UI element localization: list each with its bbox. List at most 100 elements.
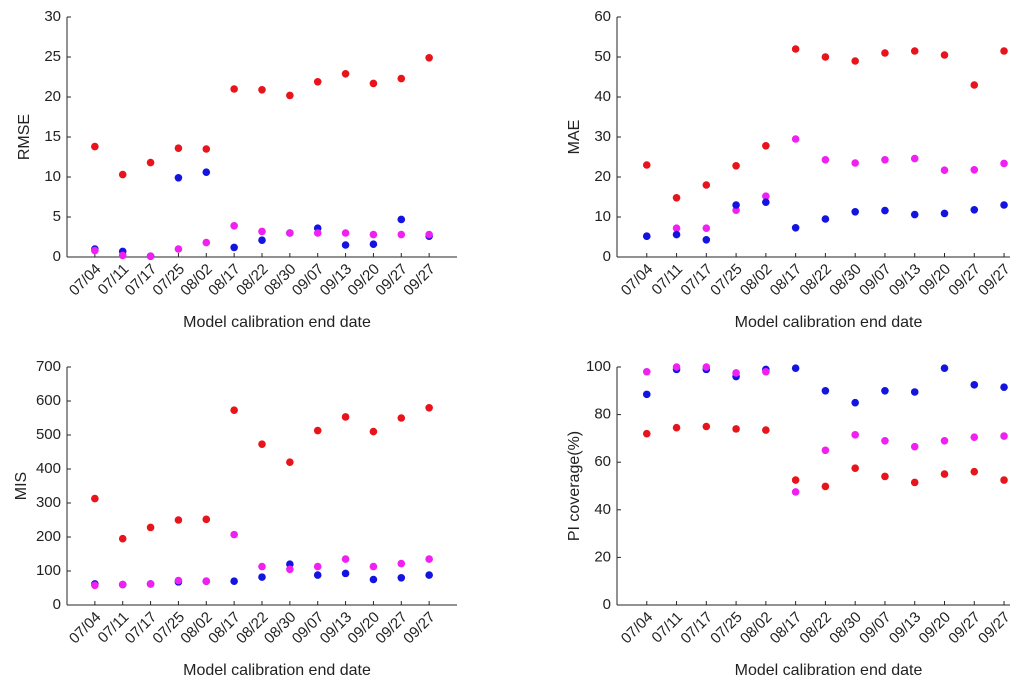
point: [397, 215, 406, 224]
x-axis-label: Model calibration end date: [735, 662, 923, 679]
x-tick-label: 07/17: [677, 261, 716, 300]
point: [91, 246, 99, 255]
point: [642, 161, 651, 169]
point: [369, 562, 378, 571]
point: [910, 210, 919, 219]
x-tick-label: 09/07: [856, 261, 895, 300]
point: [91, 494, 99, 503]
point: [791, 488, 800, 496]
point: [762, 367, 770, 376]
point: [702, 181, 711, 189]
point: [146, 580, 155, 588]
point: [1000, 47, 1008, 55]
x-axis-label: Model calibration end date: [183, 314, 371, 331]
point: [851, 208, 859, 216]
x-tick-label: 09/13: [886, 609, 925, 648]
point: [202, 238, 211, 247]
point: [821, 53, 830, 61]
point: [425, 230, 433, 239]
point: [286, 565, 294, 574]
x-tick-label: 09/27: [400, 609, 439, 648]
x-tick-label: 07/17: [677, 609, 716, 648]
point: [881, 387, 889, 395]
point: [313, 562, 322, 571]
point: [970, 433, 979, 442]
point: [762, 192, 770, 200]
x-tick-label: 07/04: [618, 261, 657, 300]
point: [881, 156, 889, 164]
point: [341, 70, 350, 78]
point: [851, 57, 859, 65]
point: [118, 251, 127, 260]
point: [369, 427, 378, 436]
y-tick-label: 100: [586, 358, 611, 375]
x-tick-label: 09/20: [916, 609, 955, 648]
point: [146, 523, 155, 532]
point: [369, 230, 378, 239]
point: [341, 241, 350, 249]
y-tick-label: 80: [594, 406, 611, 423]
point: [286, 229, 294, 237]
point: [970, 206, 979, 214]
point: [146, 252, 155, 260]
y-tick-label: 0: [53, 248, 61, 265]
point: [672, 363, 681, 371]
point: [732, 162, 740, 170]
point: [851, 159, 859, 167]
x-tick-label: 08/02: [737, 609, 776, 648]
point: [702, 224, 711, 232]
point: [881, 49, 889, 57]
point: [732, 206, 740, 214]
x-tick-label: 09/27: [945, 261, 984, 300]
x-tick-label: 07/11: [648, 609, 686, 647]
x-tick-label: 08/17: [767, 261, 806, 300]
point: [642, 367, 651, 376]
point: [702, 363, 711, 371]
point: [258, 573, 266, 581]
point: [910, 442, 919, 451]
y-tick-label: 40: [594, 88, 611, 105]
point: [313, 426, 322, 435]
point: [369, 79, 378, 88]
point: [146, 158, 155, 167]
x-tick-label: 07/11: [648, 261, 686, 299]
point: [762, 426, 770, 434]
y-tick-label: 200: [36, 528, 61, 545]
point: [672, 230, 681, 239]
point: [851, 398, 859, 407]
y-tick-label: 0: [603, 248, 611, 265]
point: [851, 464, 859, 472]
point: [672, 194, 681, 202]
point: [230, 222, 238, 230]
y-tick-label: 500: [36, 426, 61, 443]
point: [881, 436, 889, 445]
point: [762, 142, 770, 150]
point: [821, 156, 830, 164]
point: [313, 229, 322, 237]
y-tick-label: 20: [594, 548, 611, 565]
point: [174, 516, 183, 524]
point: [118, 534, 127, 543]
point: [397, 574, 406, 582]
point: [118, 580, 127, 589]
point: [313, 571, 322, 579]
x-tick-label: 09/27: [975, 609, 1014, 648]
y-tick-label: 50: [594, 48, 611, 65]
point: [341, 569, 350, 578]
point: [286, 458, 294, 467]
point: [425, 571, 433, 579]
point: [258, 86, 266, 94]
point: [910, 154, 919, 163]
y-tick-label: 30: [594, 128, 611, 145]
point: [821, 387, 830, 395]
y-tick-label: 700: [36, 358, 61, 375]
point: [910, 388, 919, 396]
point: [397, 230, 406, 239]
x-tick-label: 09/20: [916, 261, 955, 300]
point: [425, 54, 433, 62]
y-tick-label: 60: [594, 8, 611, 25]
point: [91, 142, 99, 151]
y-tick-label: 100: [36, 562, 61, 579]
point: [397, 559, 406, 568]
point: [791, 45, 800, 53]
